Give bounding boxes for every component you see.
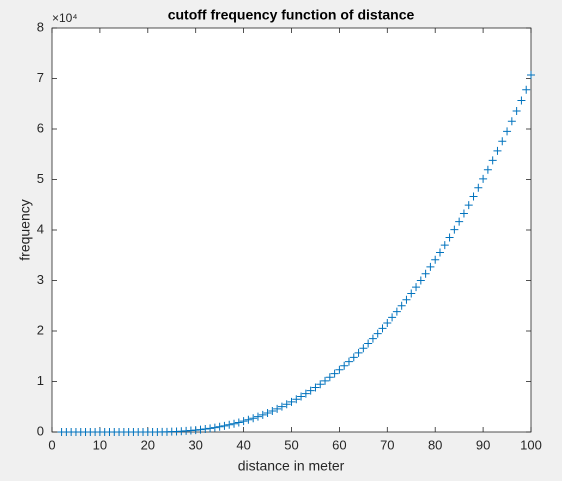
marker	[435, 248, 444, 257]
marker	[388, 313, 397, 322]
marker	[335, 365, 344, 374]
marker	[507, 117, 516, 126]
marker	[268, 406, 277, 415]
marker	[273, 404, 282, 413]
marker	[282, 400, 291, 409]
marker	[321, 376, 330, 385]
x-tick-label: 20	[141, 437, 155, 452]
marker	[359, 344, 368, 353]
marker	[397, 301, 406, 310]
marker	[364, 339, 373, 348]
marker	[373, 329, 382, 338]
marker	[239, 417, 248, 426]
marker	[392, 307, 401, 316]
marker	[416, 276, 425, 285]
marker	[244, 415, 253, 424]
x-tick-label: 60	[332, 437, 346, 452]
marker	[503, 127, 512, 136]
x-tick-label: 90	[476, 437, 490, 452]
y-axis-label: frequency	[17, 199, 33, 260]
x-tick-label: 40	[236, 437, 250, 452]
marker	[464, 201, 473, 210]
marker	[215, 422, 224, 431]
y-tick-label: 6	[37, 120, 44, 135]
marker	[220, 421, 229, 430]
marker	[488, 156, 497, 165]
marker	[325, 373, 334, 382]
marker	[301, 389, 310, 398]
marker	[344, 357, 353, 366]
marker	[383, 318, 392, 327]
marker	[512, 106, 521, 115]
y-tick-label: 8	[37, 19, 44, 34]
marker	[196, 425, 205, 434]
marker	[445, 233, 454, 242]
marker	[498, 137, 507, 146]
marker	[230, 419, 239, 428]
marker	[426, 262, 435, 271]
marker	[201, 425, 210, 434]
marker	[234, 418, 243, 427]
marker	[253, 412, 262, 421]
marker	[450, 225, 459, 234]
y-tick-label: 7	[37, 70, 44, 85]
marker	[311, 383, 320, 392]
marker	[469, 192, 478, 201]
marker	[316, 380, 325, 389]
marker	[459, 209, 468, 218]
marker	[292, 395, 301, 404]
marker	[191, 426, 200, 435]
marker	[330, 369, 339, 378]
y-tick-label: 0	[37, 423, 44, 438]
marker	[349, 353, 358, 362]
x-tick-label: 0	[48, 437, 55, 452]
x-tick-label: 70	[380, 437, 394, 452]
marker	[455, 217, 464, 226]
marker	[354, 348, 363, 357]
marker	[258, 410, 267, 419]
marker	[421, 269, 430, 278]
marker	[340, 361, 349, 370]
marker	[479, 174, 488, 183]
marker	[402, 295, 411, 304]
marker	[368, 334, 377, 343]
marker	[517, 96, 526, 105]
marker	[206, 424, 215, 433]
marker	[297, 392, 306, 401]
marker	[440, 241, 449, 250]
marker	[493, 146, 502, 155]
y-tick-label: 5	[37, 171, 44, 186]
x-axis-label: distance in meter	[238, 458, 345, 474]
x-tick-label: 50	[284, 437, 298, 452]
y-tick-label: 2	[37, 322, 44, 337]
y-tick-label: 4	[37, 221, 44, 236]
chart-title: cutoff frequency function of distance	[168, 7, 415, 23]
marker	[474, 183, 483, 192]
x-tick-label: 30	[188, 437, 202, 452]
marker	[306, 386, 315, 395]
marker	[249, 414, 258, 423]
marker	[210, 423, 219, 432]
marker	[287, 397, 296, 406]
plot-area	[51, 27, 532, 433]
x-tick-label: 80	[428, 437, 442, 452]
marker	[431, 255, 440, 264]
x-tick-label: 10	[93, 437, 107, 452]
y-exponent: ×10⁴	[52, 11, 78, 25]
marker	[263, 408, 272, 417]
y-tick-label: 3	[37, 272, 44, 287]
marker	[378, 324, 387, 333]
marker	[407, 289, 416, 298]
marker	[412, 283, 421, 292]
marker	[225, 420, 234, 429]
x-tick-label: 100	[520, 437, 542, 452]
y-tick-label: 1	[37, 373, 44, 388]
marker	[522, 85, 531, 94]
marker	[483, 165, 492, 174]
marker	[527, 70, 535, 79]
marker	[277, 402, 286, 411]
